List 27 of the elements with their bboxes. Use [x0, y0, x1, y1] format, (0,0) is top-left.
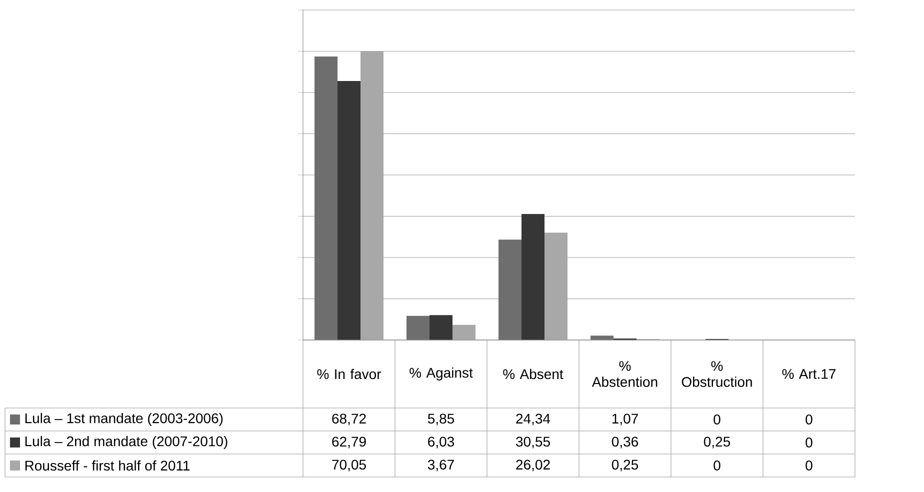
data-label: 0 — [806, 460, 812, 470]
legend-label: Lula – 2nd mandate (2007-2010) — [25, 436, 228, 450]
data-label: 0 — [806, 438, 812, 448]
x-tick-label: % Against — [410, 367, 473, 381]
x-tick-label: % Abstention — [592, 361, 658, 387]
data-label: 26,02 — [516, 460, 550, 472]
data-label: 0,25 — [704, 436, 730, 448]
x-tick-label: % Art.17 — [782, 369, 836, 379]
data-label: 68,72 — [332, 414, 366, 426]
data-label: 70,05 — [332, 460, 366, 472]
x-tick-label: % In favor — [317, 368, 382, 380]
legend-label: Lula – 1st mandate (2003-2006) — [25, 412, 223, 426]
data-label: 0 — [806, 414, 812, 424]
x-tick-label: % Absent — [503, 368, 564, 380]
data-label: 0,36 — [612, 436, 638, 448]
x-tick-label: % Obstruction — [682, 361, 752, 387]
data-label: 1,07 — [612, 414, 638, 426]
data-label: 0 — [714, 414, 720, 424]
data-label: 24,34 — [516, 414, 550, 426]
data-label: 62,79 — [332, 436, 366, 448]
legend-label: Rousseff - first half of 2011 — [25, 460, 190, 471]
data-label: 3,67 — [428, 460, 454, 472]
data-label: 0 — [714, 460, 720, 470]
data-label: 30,55 — [516, 436, 550, 448]
data-label: 5,85 — [428, 414, 454, 426]
data-label: 6,03 — [428, 436, 454, 448]
data-label: 0,25 — [612, 460, 638, 472]
